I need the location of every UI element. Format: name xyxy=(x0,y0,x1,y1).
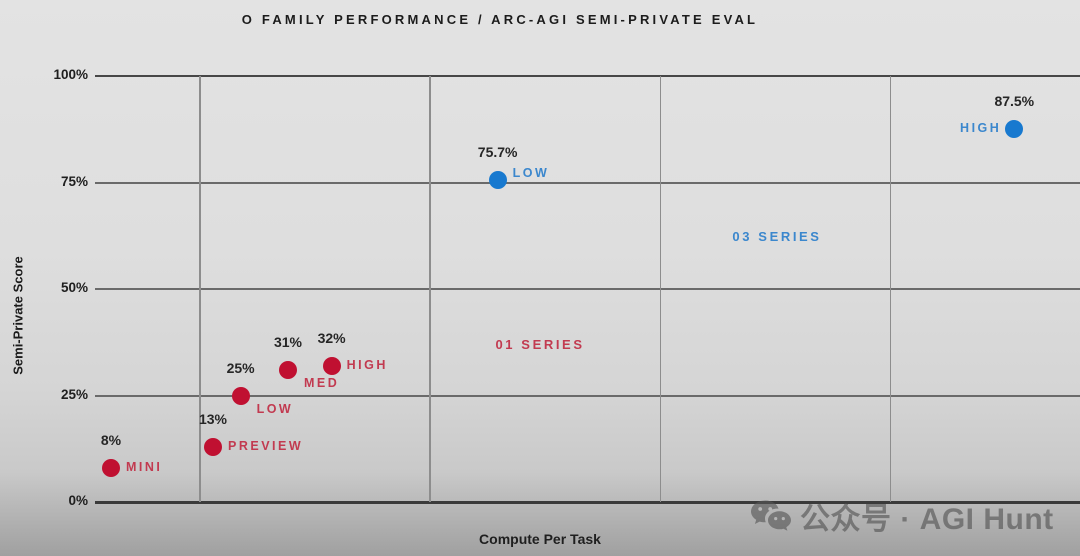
value-label-o1-series-med: 31% xyxy=(273,333,302,350)
y-tick-50: 50% xyxy=(60,280,88,295)
y-tick-100: 100% xyxy=(53,67,88,82)
gridline-v-3 xyxy=(659,76,662,502)
value-label-o3-series-high: 87.5% xyxy=(994,93,1035,110)
gridline-h-25 xyxy=(95,394,1080,397)
y-axis-label: Semi-Private Score xyxy=(10,256,26,375)
value-label-o1-series-mini: 8% xyxy=(100,431,122,448)
name-label-o3-series-low: LOW xyxy=(512,165,550,180)
plot-area: 01 SERIES 8% MINI 13% PREVIEW 25% LOW 31% MED 32%… xyxy=(95,75,1080,504)
data-point-o1-series-low xyxy=(231,386,250,405)
gridline-v-1 xyxy=(199,76,201,502)
gridline-v-4 xyxy=(889,76,892,502)
watermark: 公众号 · AGI Hunt xyxy=(750,494,1054,538)
data-point-o3-series-low xyxy=(488,170,507,189)
gridline-v-2 xyxy=(429,76,431,502)
value-label-o1-series-low: 25% xyxy=(226,359,255,376)
name-label-o3-series-high: HIGH xyxy=(960,121,1002,136)
data-point-o1-series-high xyxy=(322,356,341,375)
gridline-h-50 xyxy=(95,288,1080,290)
y-tick-75: 75% xyxy=(60,173,88,189)
y-tick-25: 25% xyxy=(60,386,88,402)
series-label-o3-series: 03 SERIES xyxy=(732,228,822,244)
value-label-o1-series-high: 32% xyxy=(317,329,346,346)
x-axis-label: Compute Per Task xyxy=(479,531,601,547)
data-point-o3-series-high xyxy=(1005,120,1024,139)
y-tick-0: 0% xyxy=(68,493,88,508)
data-point-o1-series-preview xyxy=(204,437,222,456)
name-label-o1-series-med: MED xyxy=(303,375,340,390)
series-label-o1-series: 01 SERIES xyxy=(495,336,585,352)
value-label-o1-series-preview: 13% xyxy=(198,410,228,427)
value-label-o3-series-low: 75.7% xyxy=(477,143,518,160)
watermark-text: 公众号 · AGI Hunt xyxy=(800,503,1054,536)
gridline-h-100 xyxy=(95,75,1080,77)
wechat-icon xyxy=(751,500,791,531)
name-label-o1-series-high: HIGH xyxy=(346,357,388,372)
name-label-o1-series-mini: MINI xyxy=(125,459,163,474)
gridline-h-0 xyxy=(95,501,1080,504)
name-label-o1-series-preview: PREVIEW xyxy=(228,438,304,453)
name-label-o1-series-low: LOW xyxy=(256,401,294,416)
chart-title: O FAMILY PERFORMANCE / ARC-AGI SEMI-PRIV… xyxy=(241,12,759,27)
gridline-h-75 xyxy=(95,181,1080,184)
data-point-o1-series-mini xyxy=(101,458,120,477)
data-point-o1-series-med xyxy=(278,360,297,379)
